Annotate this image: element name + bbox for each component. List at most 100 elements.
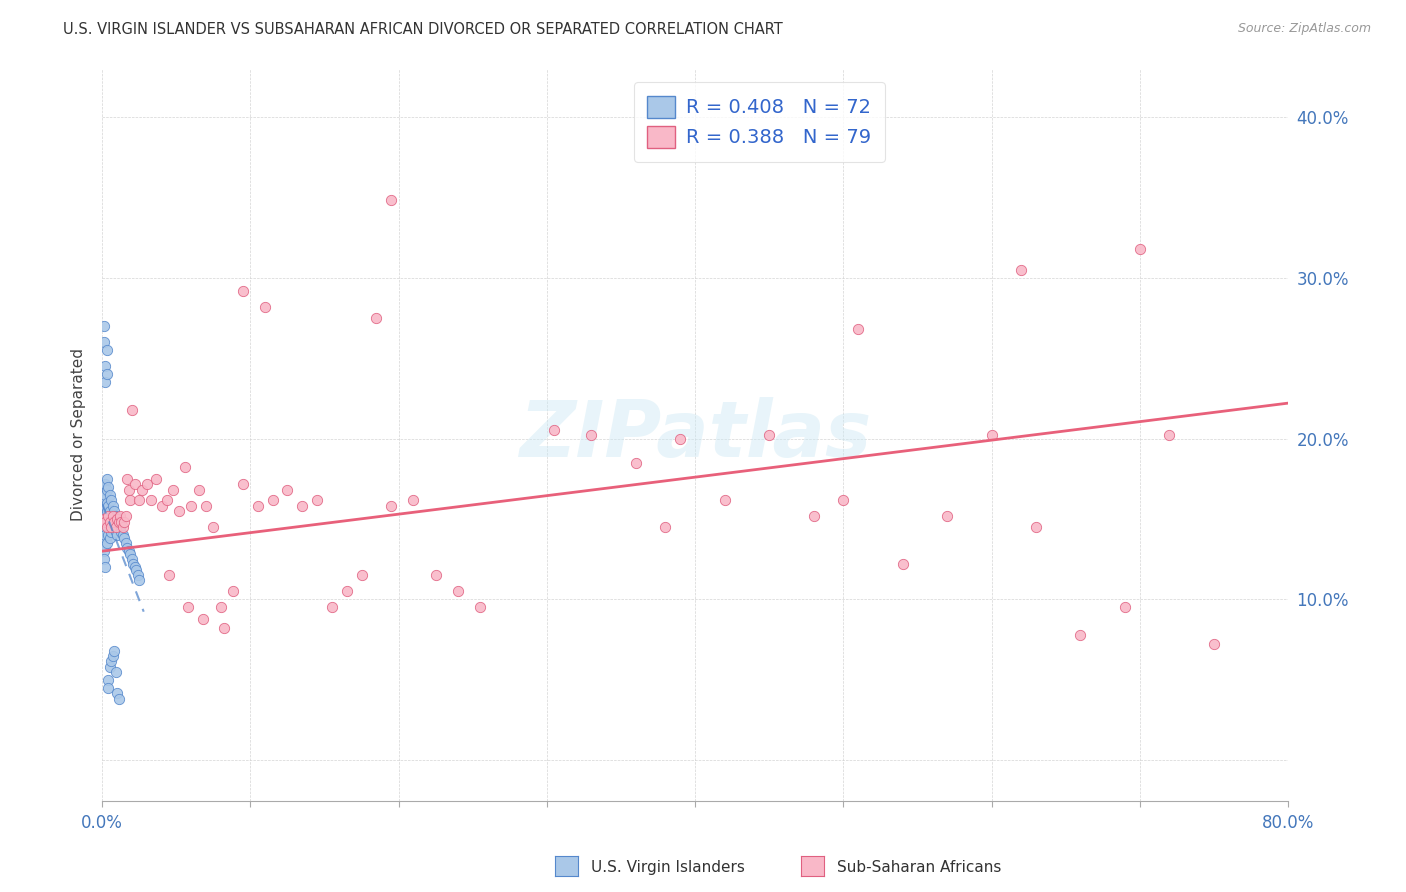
Point bbox=[307, 492, 329, 507]
Point bbox=[103, 504, 125, 518]
Point bbox=[98, 515, 121, 529]
Point bbox=[118, 483, 141, 497]
Point bbox=[336, 584, 359, 599]
Point bbox=[96, 504, 118, 518]
Point bbox=[669, 432, 692, 446]
Text: U.S. VIRGIN ISLANDER VS SUBSAHARAN AFRICAN DIVORCED OR SEPARATED CORRELATION CHA: U.S. VIRGIN ISLANDER VS SUBSAHARAN AFRIC… bbox=[63, 22, 783, 37]
Point bbox=[94, 520, 117, 534]
Point bbox=[174, 460, 197, 475]
Point bbox=[97, 499, 120, 513]
Point bbox=[936, 508, 959, 523]
Text: U.S. Virgin Islanders: U.S. Virgin Islanders bbox=[591, 860, 744, 874]
Point bbox=[98, 660, 121, 674]
Point bbox=[122, 557, 145, 571]
Point bbox=[128, 492, 150, 507]
Point bbox=[121, 552, 143, 566]
Point bbox=[108, 508, 131, 523]
Point bbox=[104, 508, 127, 523]
Point bbox=[350, 568, 373, 582]
Text: ZIPatlas: ZIPatlas bbox=[519, 397, 872, 473]
Point bbox=[93, 508, 115, 523]
Point bbox=[110, 524, 132, 539]
Point bbox=[125, 564, 148, 578]
Point bbox=[124, 476, 146, 491]
Point bbox=[543, 424, 565, 438]
Point bbox=[96, 483, 118, 497]
Point bbox=[111, 520, 134, 534]
Point bbox=[96, 515, 118, 529]
Point bbox=[156, 492, 179, 507]
Point bbox=[103, 515, 125, 529]
Point bbox=[94, 376, 117, 390]
Point bbox=[93, 515, 115, 529]
Point bbox=[758, 428, 780, 442]
Point bbox=[846, 322, 869, 336]
Point bbox=[114, 515, 136, 529]
Point bbox=[98, 504, 121, 518]
Point bbox=[366, 310, 388, 325]
Point bbox=[202, 520, 225, 534]
Point bbox=[124, 560, 146, 574]
Point bbox=[105, 512, 128, 526]
Point bbox=[93, 552, 115, 566]
Point bbox=[97, 515, 120, 529]
Point bbox=[380, 194, 402, 208]
Point bbox=[94, 539, 117, 553]
Point bbox=[98, 531, 121, 545]
Point bbox=[117, 472, 139, 486]
Point bbox=[94, 359, 117, 373]
Point bbox=[98, 488, 121, 502]
Point bbox=[803, 508, 825, 523]
Point bbox=[96, 536, 118, 550]
Point bbox=[209, 600, 232, 615]
Point bbox=[232, 476, 254, 491]
Point bbox=[470, 600, 492, 615]
Legend: R = 0.408   N = 72, R = 0.388   N = 79: R = 0.408 N = 72, R = 0.388 N = 79 bbox=[634, 82, 884, 161]
Point bbox=[110, 515, 132, 529]
Point bbox=[169, 504, 191, 518]
Point bbox=[1114, 600, 1136, 615]
Point bbox=[93, 512, 115, 526]
Point bbox=[94, 488, 117, 502]
Point bbox=[101, 515, 124, 529]
Point bbox=[131, 483, 153, 497]
Point bbox=[128, 573, 150, 587]
Point bbox=[107, 515, 129, 529]
Point bbox=[121, 402, 143, 417]
Point bbox=[105, 528, 128, 542]
Point bbox=[101, 508, 124, 523]
Point bbox=[96, 496, 118, 510]
Point bbox=[425, 568, 447, 582]
Point bbox=[1069, 628, 1091, 642]
Point bbox=[117, 541, 139, 555]
Point bbox=[246, 499, 269, 513]
Point bbox=[380, 499, 402, 513]
Point bbox=[93, 492, 115, 507]
Point bbox=[93, 544, 115, 558]
Point bbox=[96, 367, 118, 381]
Point bbox=[97, 673, 120, 687]
Point bbox=[1129, 242, 1152, 256]
Point bbox=[194, 499, 217, 513]
Point bbox=[94, 528, 117, 542]
Point bbox=[107, 692, 129, 706]
Point bbox=[120, 492, 142, 507]
Point bbox=[97, 480, 120, 494]
Point bbox=[713, 492, 735, 507]
Point bbox=[832, 492, 855, 507]
Point bbox=[162, 483, 184, 497]
Point bbox=[624, 456, 647, 470]
Point bbox=[654, 520, 676, 534]
Point bbox=[96, 343, 118, 357]
Point bbox=[118, 544, 141, 558]
Point bbox=[93, 480, 115, 494]
Point bbox=[100, 654, 122, 668]
Point bbox=[97, 508, 120, 523]
Point bbox=[94, 476, 117, 491]
Point bbox=[101, 648, 124, 663]
Point bbox=[96, 520, 118, 534]
Point bbox=[581, 428, 603, 442]
Point bbox=[1159, 428, 1181, 442]
Point bbox=[980, 428, 1002, 442]
Point bbox=[114, 531, 136, 545]
